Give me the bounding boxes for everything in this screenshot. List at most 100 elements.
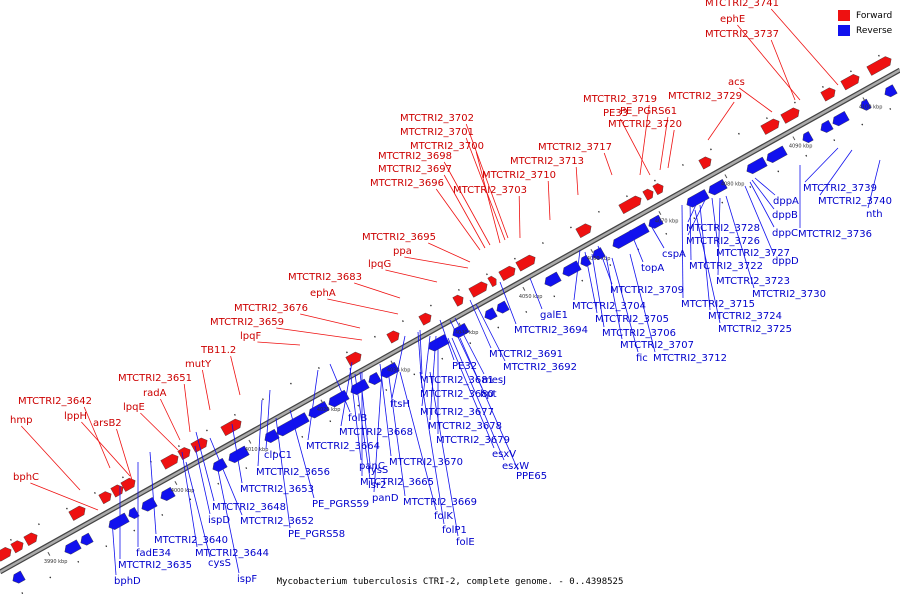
track-dash bbox=[598, 210, 600, 213]
reverse-leader bbox=[387, 369, 406, 497]
reverse-gene-label: MTCTRI2_3715 bbox=[681, 299, 755, 310]
track-dash bbox=[374, 335, 376, 338]
forward-leader bbox=[443, 161, 491, 246]
reverse-gene-arrow bbox=[428, 334, 450, 352]
reverse-leader bbox=[749, 181, 775, 228]
track-dash bbox=[570, 226, 572, 229]
forward-leader bbox=[276, 327, 363, 341]
forward-leader bbox=[770, 39, 796, 101]
reverse-leader bbox=[451, 337, 505, 461]
forward-gene-label: MTCTRI2_3642 bbox=[18, 396, 92, 407]
forward-gene-label: MTCTRI2_3719 bbox=[583, 94, 657, 105]
forward-leader bbox=[404, 256, 469, 269]
reverse-gene-arrow bbox=[484, 307, 498, 321]
tick-mark bbox=[320, 399, 324, 404]
forward-leader bbox=[385, 269, 438, 283]
reverse-gene-label: MTCTRI2_3668 bbox=[339, 427, 413, 438]
forward-gene-arrow bbox=[760, 118, 780, 135]
reverse-swatch bbox=[838, 25, 850, 36]
reverse-gene-label: bphD bbox=[114, 576, 141, 587]
reverse-gene-label: topA bbox=[641, 263, 664, 274]
track-dash bbox=[766, 117, 768, 120]
forward-gene-label: MTCTRI2_3696 bbox=[370, 178, 444, 189]
forward-gene-label: TB11.2 bbox=[200, 345, 236, 356]
reverse-leader bbox=[629, 253, 656, 353]
track-dash bbox=[878, 54, 880, 57]
reverse-leader bbox=[751, 179, 775, 210]
reverse-leader bbox=[194, 445, 211, 515]
tick-mark bbox=[590, 248, 594, 253]
forward-gene-arrow bbox=[386, 330, 400, 344]
track-dash bbox=[682, 164, 684, 166]
track-dash bbox=[385, 389, 388, 391]
reverse-gene-label: cysS bbox=[208, 558, 231, 569]
reverse-leader bbox=[447, 337, 495, 449]
reverse-leader bbox=[195, 431, 215, 502]
track-dash bbox=[122, 476, 124, 479]
track-dash bbox=[542, 242, 544, 244]
reverse-leader bbox=[804, 147, 839, 183]
track-dash bbox=[290, 382, 292, 385]
reverse-gene-label: cspA bbox=[662, 249, 686, 260]
reverse-gene-arrow bbox=[350, 378, 370, 395]
tick-mark bbox=[174, 481, 178, 485]
forward-leader bbox=[620, 118, 651, 176]
track-dash bbox=[133, 529, 136, 532]
forward-leader bbox=[518, 195, 521, 239]
reverse-gene-label: hpt bbox=[480, 389, 497, 400]
forward-leader bbox=[707, 101, 735, 141]
forward-leader bbox=[639, 104, 650, 176]
forward-leader bbox=[230, 355, 241, 396]
reverse-leader bbox=[181, 451, 198, 548]
forward-gene-label: MTCTRI2_3741 bbox=[705, 0, 779, 9]
reverse-gene-label: folE bbox=[456, 537, 475, 548]
reverse-gene-arrow bbox=[580, 254, 592, 267]
reverse-gene-label: MTCTRI2_3644 bbox=[195, 548, 269, 559]
reverse-leader bbox=[429, 335, 437, 421]
reverse-gene-label: MTCTRI2_3726 bbox=[686, 236, 760, 247]
track-dash bbox=[38, 523, 40, 526]
reverse-gene-label: MTCTRI2_3723 bbox=[716, 276, 790, 287]
track-dash bbox=[777, 170, 780, 173]
reverse-leader bbox=[529, 277, 543, 310]
reverse-leader bbox=[611, 257, 639, 353]
reverse-leader bbox=[111, 519, 117, 576]
reverse-gene-arrow bbox=[160, 486, 176, 501]
track-dash bbox=[553, 295, 556, 298]
reverse-gene-label: MTCTRI2_3681 bbox=[420, 375, 494, 386]
reverse-gene-arrow bbox=[380, 361, 400, 379]
reverse-gene-label: MTCTRI2_3653 bbox=[240, 484, 314, 495]
reverse-gene-label: MTCTRI2_3724 bbox=[708, 311, 782, 322]
reverse-gene-label: MTCTRI2_3704 bbox=[572, 301, 646, 312]
tick-mark bbox=[458, 322, 462, 327]
reverse-gene-label: esxW bbox=[502, 461, 529, 472]
track-dash bbox=[889, 107, 892, 110]
reverse-gene-arrow bbox=[108, 512, 130, 530]
reverse-leader bbox=[275, 417, 291, 529]
reverse-gene-arrow bbox=[544, 271, 562, 287]
reverse-gene-label: MTCTRI2_3727 bbox=[716, 248, 790, 259]
reverse-gene-arrow bbox=[276, 412, 310, 437]
track-dash bbox=[486, 273, 488, 276]
reverse-gene-label: MTCTRI2_3648 bbox=[212, 502, 286, 513]
reverse-gene-label: ispF bbox=[237, 574, 257, 585]
reverse-gene-label: esxV bbox=[492, 449, 516, 460]
track-dash bbox=[738, 132, 740, 135]
tick-label: 4090 kbp bbox=[789, 144, 813, 150]
forward-gene-arrow bbox=[345, 351, 362, 367]
forward-leader bbox=[30, 482, 99, 511]
reverse-leader bbox=[289, 409, 315, 499]
reverse-gene-arrow bbox=[746, 156, 768, 175]
forward-gene-arrow bbox=[840, 74, 860, 91]
forward-gene-arrow bbox=[68, 505, 86, 521]
forward-leader bbox=[547, 180, 551, 221]
reverse-gene-arrow bbox=[766, 145, 788, 163]
forward-gene-label: MTCTRI2_3697 bbox=[378, 164, 452, 175]
reverse-gene-label: MTCTRI2_3656 bbox=[256, 467, 330, 478]
forward-leader bbox=[443, 174, 486, 249]
reverse-gene-label: MTCTRI2_3706 bbox=[602, 328, 676, 339]
reverse-leader bbox=[391, 335, 406, 399]
reverse-leader bbox=[717, 197, 721, 276]
track-dash bbox=[402, 320, 404, 323]
track-dash bbox=[262, 398, 264, 401]
